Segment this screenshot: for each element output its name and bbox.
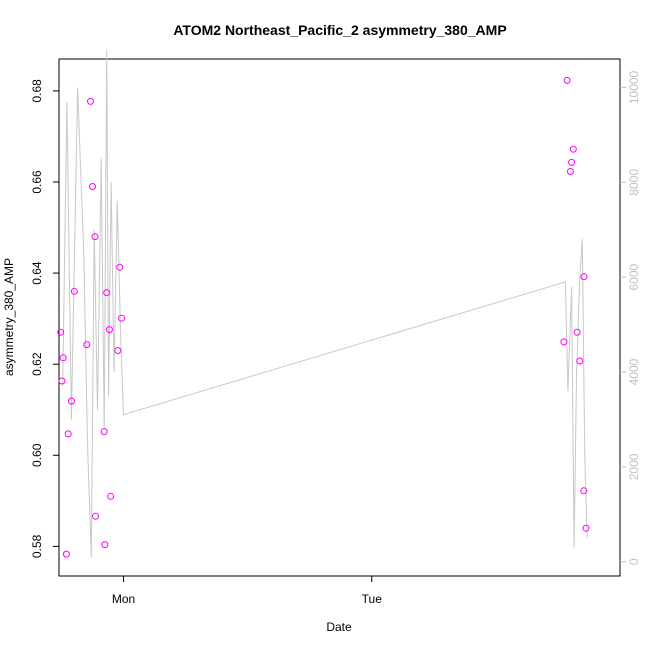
x-axis-label: Date bbox=[326, 620, 352, 634]
right-y-tick-label: 4000 bbox=[627, 358, 641, 385]
y-tick-label: 0.68 bbox=[30, 79, 44, 103]
data-point bbox=[116, 263, 124, 271]
data-point bbox=[569, 145, 577, 153]
data-point bbox=[118, 314, 126, 322]
data-point bbox=[70, 287, 78, 295]
data-point bbox=[576, 357, 584, 365]
y-tick-label: 0.60 bbox=[30, 443, 44, 467]
right-y-axis: 0 2000 4000 6000 8000 10000 bbox=[620, 70, 641, 565]
x-axis: Mon Tue bbox=[112, 576, 382, 606]
y-tick-label: 0.62 bbox=[30, 352, 44, 376]
x-tick-label: Mon bbox=[112, 592, 135, 606]
chart-title: ATOM2 Northeast_Pacific_2 asymmetry_380_… bbox=[173, 22, 506, 38]
data-point bbox=[103, 289, 111, 297]
points-layer bbox=[57, 76, 590, 558]
data-point bbox=[58, 377, 66, 385]
data-point bbox=[100, 428, 108, 436]
plot-frame bbox=[58, 58, 621, 577]
data-point bbox=[92, 512, 99, 520]
y-tick-label: 0.64 bbox=[30, 261, 44, 285]
data-point bbox=[105, 326, 113, 334]
data-point bbox=[62, 550, 70, 558]
data-point bbox=[563, 76, 571, 84]
data-point bbox=[580, 273, 588, 281]
series-line-layer bbox=[62, 49, 588, 558]
data-point bbox=[59, 354, 67, 362]
right-y-tick-label: 10000 bbox=[627, 70, 641, 104]
right-y-tick-label: 0 bbox=[627, 558, 641, 565]
data-point bbox=[57, 328, 65, 336]
data-point bbox=[568, 158, 576, 166]
data-point bbox=[114, 347, 122, 354]
data-point bbox=[67, 397, 75, 405]
y-tick-label: 0.66 bbox=[30, 170, 44, 194]
data-point bbox=[566, 168, 574, 175]
y-tick-label: 0.58 bbox=[30, 534, 44, 558]
data-point bbox=[582, 524, 590, 532]
data-point bbox=[101, 541, 109, 549]
right-y-tick-label: 2000 bbox=[627, 453, 641, 480]
data-point bbox=[87, 97, 94, 105]
data-point bbox=[83, 341, 91, 349]
data-point bbox=[573, 328, 581, 336]
data-point bbox=[580, 487, 588, 495]
y-axis-label: asymmetry_380_AMP bbox=[2, 258, 16, 376]
data-point bbox=[64, 430, 72, 438]
x-tick-label: Tue bbox=[362, 592, 383, 606]
data-point bbox=[560, 338, 568, 346]
series-line bbox=[62, 49, 588, 558]
data-point bbox=[89, 183, 96, 190]
y-axis: 0.58 0.60 0.62 0.64 0.66 0.68 bbox=[30, 79, 59, 558]
data-point bbox=[91, 233, 99, 241]
right-y-tick-label: 6000 bbox=[627, 264, 641, 291]
data-point bbox=[107, 492, 115, 500]
right-y-tick-label: 8000 bbox=[627, 169, 641, 196]
